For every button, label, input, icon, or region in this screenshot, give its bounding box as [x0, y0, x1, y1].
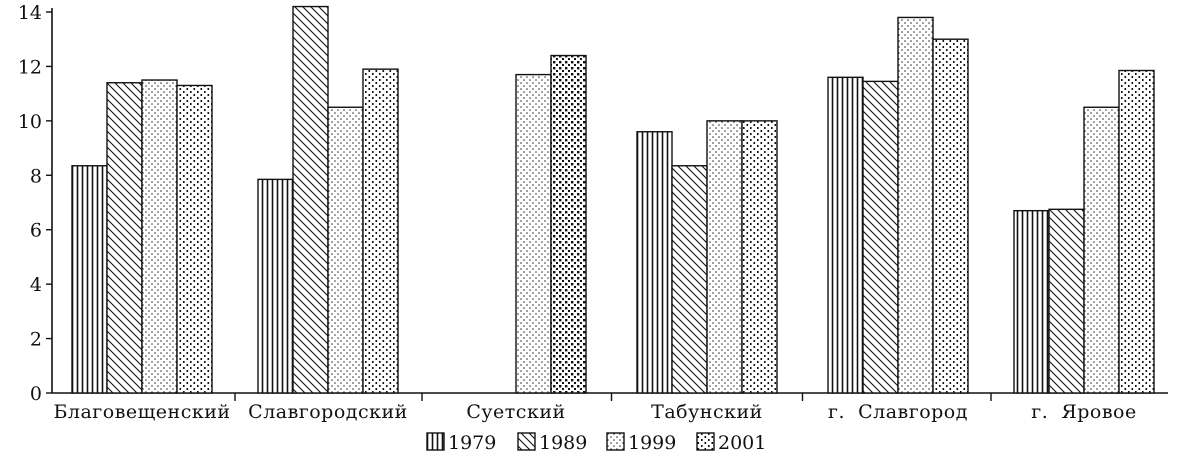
x-category-label: Славгородский [248, 401, 408, 423]
bar [106, 82, 143, 394]
bar [897, 16, 934, 394]
x-category-label: Суетский [466, 401, 565, 423]
legend-label: 2001 [718, 432, 766, 454]
bar-group [636, 120, 778, 394]
bar [550, 54, 587, 394]
x-category-label: г. Яровое [1031, 401, 1136, 423]
y-tick-label: 8 [30, 165, 42, 187]
bar [1013, 209, 1050, 394]
bar [862, 80, 899, 394]
legend-swatch [606, 432, 625, 451]
legend-item: 1999 [606, 432, 676, 454]
bar [362, 68, 399, 394]
legend-swatch [696, 432, 715, 451]
bar [741, 120, 778, 394]
bar [141, 79, 178, 394]
bar [1083, 106, 1120, 394]
y-tick-label: 6 [30, 220, 42, 242]
bar [932, 38, 969, 394]
bar [827, 76, 864, 394]
y-tick-label: 10 [18, 111, 42, 133]
y-tick-label: 4 [30, 274, 42, 296]
y-tick-label: 2 [30, 329, 42, 351]
y-tick-label: 14 [18, 2, 42, 24]
bar [327, 106, 364, 394]
y-tick-label: 0 [30, 383, 42, 405]
legend-label: 1989 [539, 432, 587, 454]
bar [671, 165, 708, 394]
bar [636, 131, 673, 394]
axes [51, 8, 1168, 394]
bar [176, 84, 213, 394]
bar [515, 73, 552, 394]
bar-group [515, 54, 587, 394]
legend-swatch [517, 432, 536, 451]
x-category-label: Табунский [651, 401, 763, 423]
legend-item: 2001 [696, 432, 766, 454]
bar [257, 178, 294, 394]
x-category-label: Благовещенский [53, 401, 230, 423]
legend: 1979 1989 1999 2001 [426, 432, 766, 454]
x-axis-labels: Благовещенский Славгородский Суетский Табун… [53, 393, 1136, 423]
bar-group [257, 5, 399, 394]
bar-group [71, 79, 213, 394]
y-axis-ticks: 0 2 4 6 8 10 12 14 [18, 2, 52, 405]
legend-label: 1979 [448, 432, 496, 454]
bar-group [1013, 69, 1155, 394]
legend-swatch [426, 432, 445, 451]
legend-label: 1999 [628, 432, 676, 454]
bar [292, 5, 329, 394]
y-tick-label: 12 [18, 56, 42, 78]
bar [71, 165, 108, 394]
bar [1048, 208, 1085, 394]
bars-group [71, 5, 1155, 394]
legend-item: 1989 [517, 432, 587, 454]
legend-item: 1979 [426, 432, 496, 454]
bar [706, 120, 743, 394]
bar [1118, 69, 1155, 394]
x-category-label: г. Славгород [828, 401, 968, 423]
bar-group [827, 16, 969, 394]
